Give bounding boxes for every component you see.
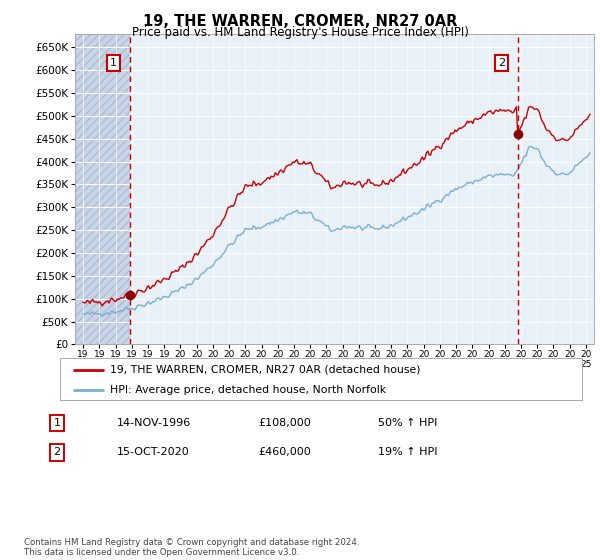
Text: 1: 1 bbox=[110, 58, 117, 68]
Text: 50% ↑ HPI: 50% ↑ HPI bbox=[378, 418, 437, 428]
Text: 19, THE WARREN, CROMER, NR27 0AR: 19, THE WARREN, CROMER, NR27 0AR bbox=[143, 14, 457, 29]
Text: 2: 2 bbox=[53, 447, 61, 458]
Text: 15-OCT-2020: 15-OCT-2020 bbox=[117, 447, 190, 458]
Text: HPI: Average price, detached house, North Norfolk: HPI: Average price, detached house, Nort… bbox=[110, 385, 386, 395]
Text: 19% ↑ HPI: 19% ↑ HPI bbox=[378, 447, 437, 458]
Text: 1: 1 bbox=[53, 418, 61, 428]
Text: 14-NOV-1996: 14-NOV-1996 bbox=[117, 418, 191, 428]
Text: £108,000: £108,000 bbox=[258, 418, 311, 428]
Text: 2: 2 bbox=[498, 58, 505, 68]
Bar bbox=[75, 34, 130, 344]
Text: £460,000: £460,000 bbox=[258, 447, 311, 458]
Text: Price paid vs. HM Land Registry's House Price Index (HPI): Price paid vs. HM Land Registry's House … bbox=[131, 26, 469, 39]
Text: Contains HM Land Registry data © Crown copyright and database right 2024.
This d: Contains HM Land Registry data © Crown c… bbox=[24, 538, 359, 557]
Text: 19, THE WARREN, CROMER, NR27 0AR (detached house): 19, THE WARREN, CROMER, NR27 0AR (detach… bbox=[110, 365, 420, 375]
